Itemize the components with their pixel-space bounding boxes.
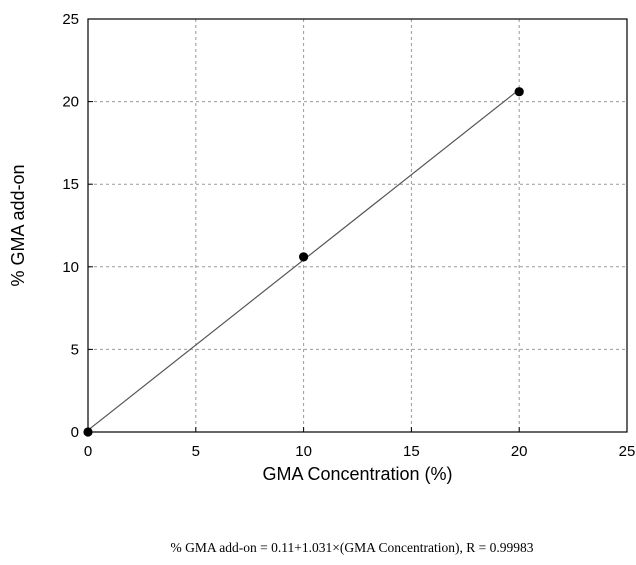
regression-equation: % GMA add-on = 0.11+1.031×(GMA Concentra… [171, 540, 534, 555]
x-axis-title: GMA Concentration (%) [262, 464, 452, 484]
y-tick-label: 15 [62, 176, 79, 193]
y-tick-label: 25 [62, 11, 79, 28]
x-tick-label: 15 [403, 443, 420, 460]
y-tick-label: 0 [71, 424, 79, 441]
x-tick-label: 10 [295, 443, 312, 460]
y-tick-label: 5 [71, 341, 79, 358]
data-point [299, 252, 309, 262]
x-tick-label: 5 [192, 443, 200, 460]
data-point [514, 87, 524, 97]
x-tick-label: 0 [84, 443, 92, 460]
grid-lines [88, 19, 627, 432]
x-tick-label: 20 [511, 443, 528, 460]
y-axis-title: % GMA add-on [8, 164, 28, 286]
y-tick-label: 20 [62, 94, 79, 111]
y-tick-label: 10 [62, 259, 79, 276]
data-points [83, 87, 524, 437]
plot-frame [87, 18, 628, 433]
x-tick-label: 25 [619, 443, 636, 460]
data-point [83, 427, 93, 437]
tick-labels: 0 5 10 15 20 25 0 5 10 15 20 25 [62, 11, 635, 460]
